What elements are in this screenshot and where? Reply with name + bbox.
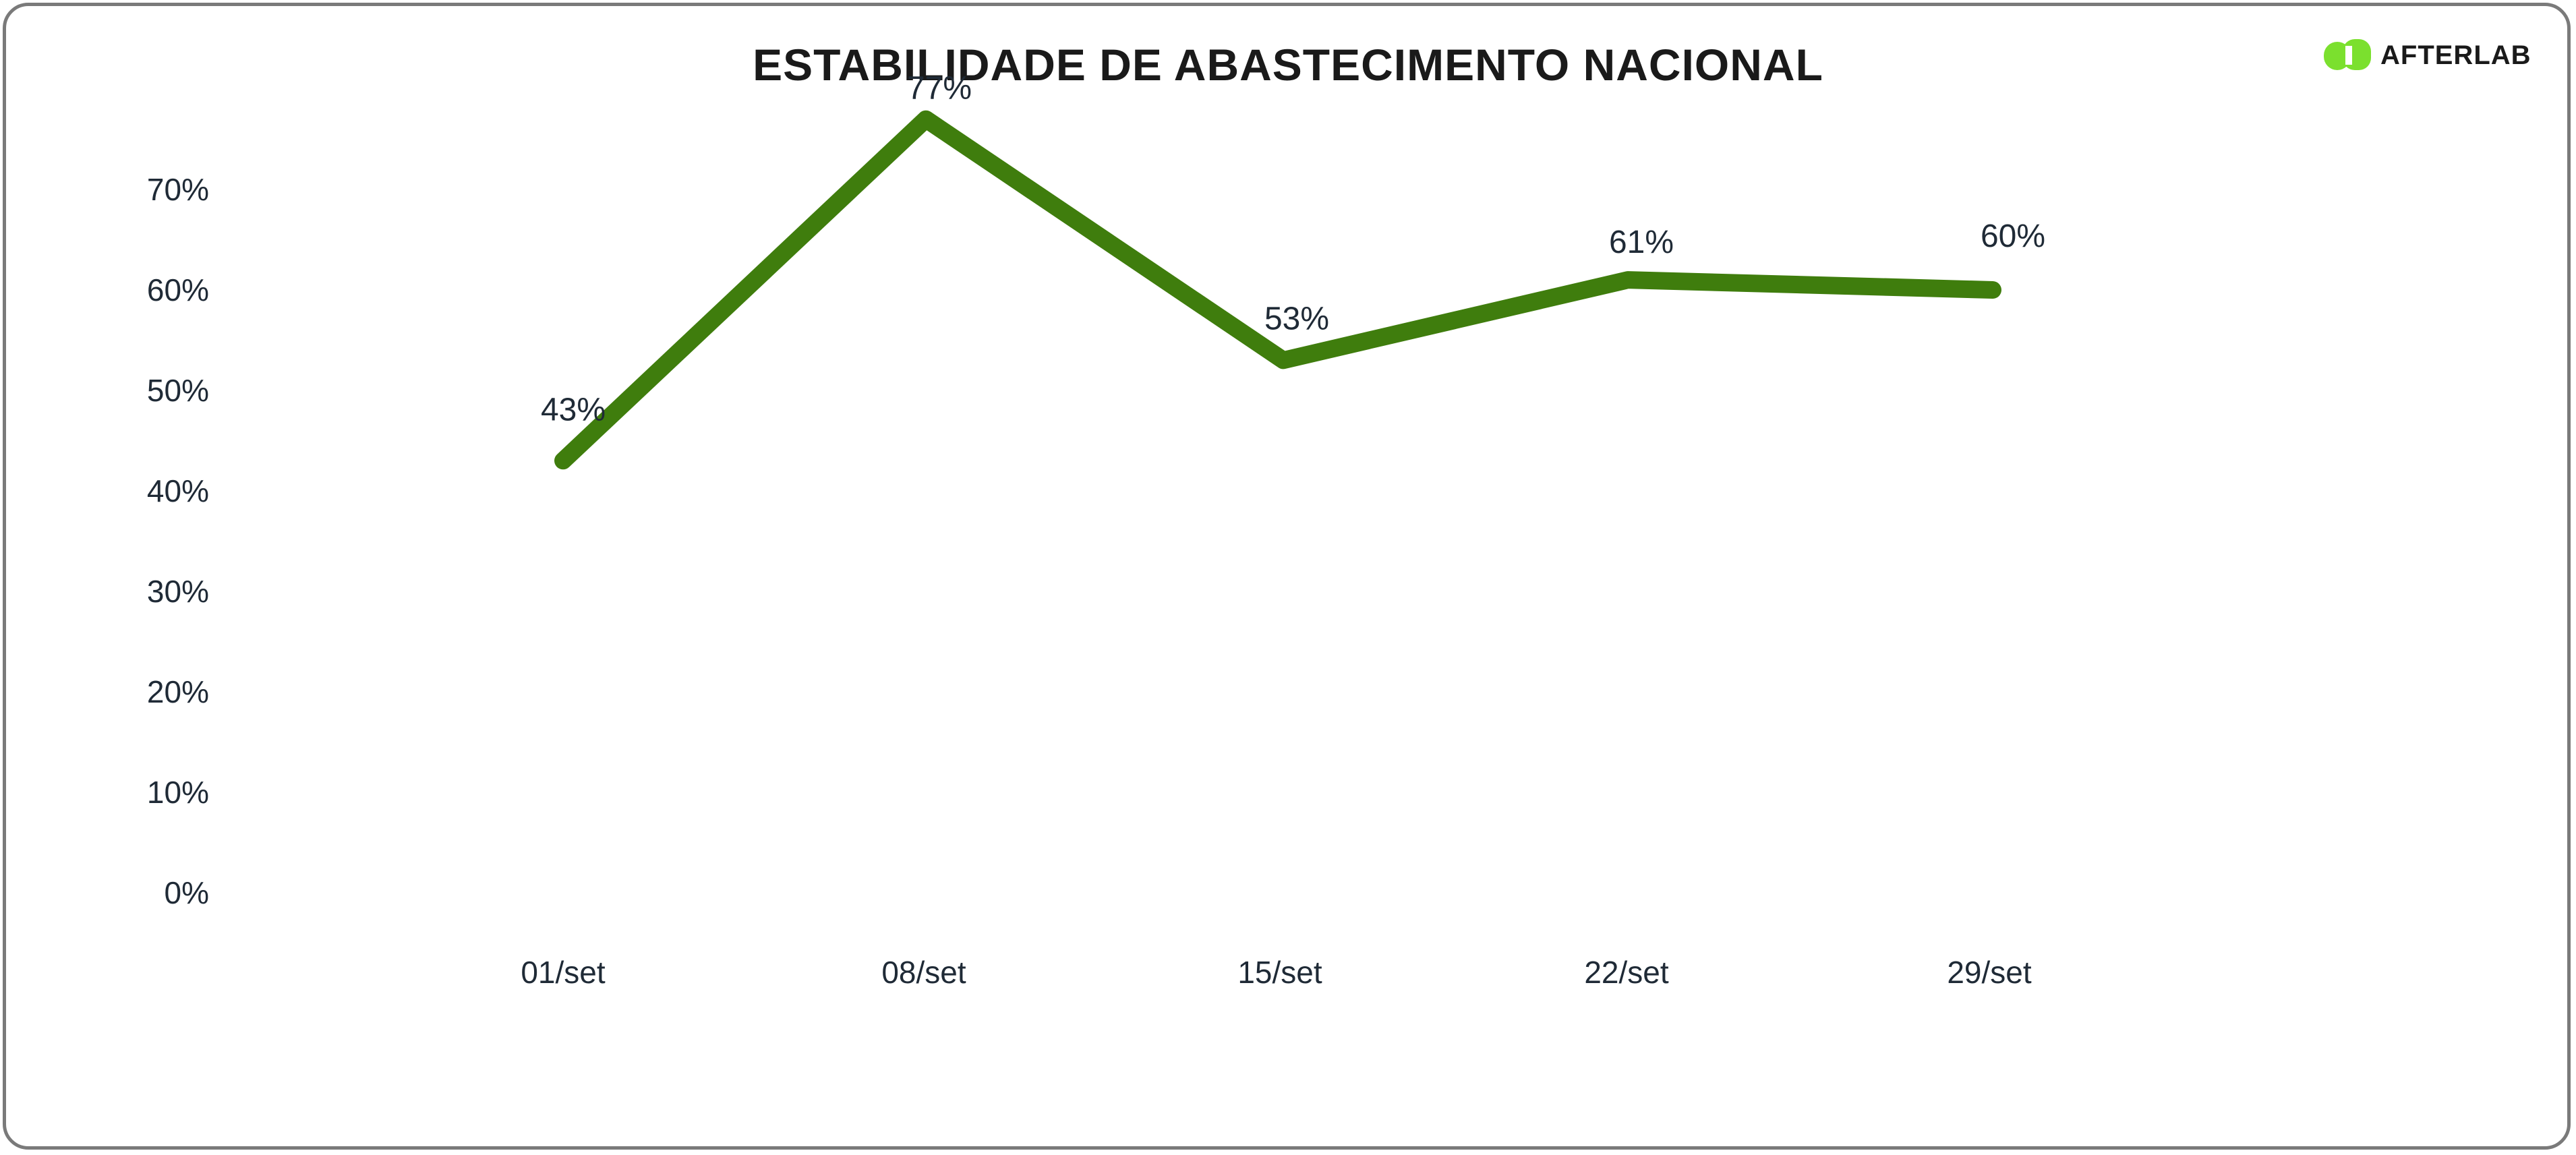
data-label: 60% [1981,218,2045,254]
x-tick-label: 01/set [521,955,606,990]
data-point [925,117,927,121]
data-point [1282,359,1285,362]
brand-name: AFTERLAB [2380,40,2531,70]
chart-title: ESTABILIDADE DE ABASTECIMENTO NACIONAL [753,40,1823,90]
x-tick-label: 22/set [1584,955,1669,990]
x-tick-label: 15/set [1237,955,1322,990]
y-tick-label: 70% [147,172,209,207]
afterlab-logo-icon [2324,39,2371,70]
data-point [1627,278,1629,282]
data-label: 61% [1609,225,1674,260]
data-point [562,459,564,463]
y-tick-label: 40% [147,473,209,508]
y-tick-label: 60% [147,272,209,307]
x-tick-label: 29/set [1947,955,2032,990]
data-point [1991,289,1994,291]
brand: AFTERLAB [2322,38,2531,73]
y-tick-label: 0% [165,875,209,910]
chart-frame [3,3,2571,1150]
y-tick-label: 50% [147,373,209,408]
data-label: 53% [1264,301,1329,336]
data-label: 77% [907,71,972,107]
y-tick-label: 10% [147,775,209,810]
y-tick-label: 20% [147,674,209,709]
series-line [554,110,2001,470]
y-tick-label: 30% [147,574,209,609]
x-tick-label: 08/set [881,955,966,990]
data-label: 43% [541,392,606,427]
